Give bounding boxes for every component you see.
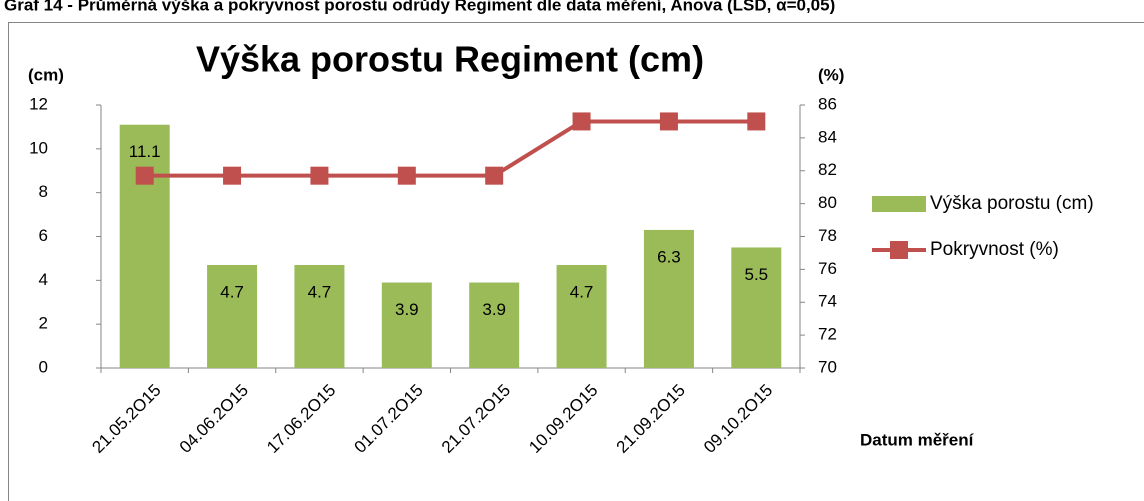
x-tick-label: 09.10.2O15 xyxy=(700,381,776,457)
y-tick-label: 6 xyxy=(39,226,48,245)
bar xyxy=(294,264,345,368)
chart-title: Výška porostu Regiment (cm) xyxy=(196,39,704,80)
y2-axis-label: (%) xyxy=(818,65,844,84)
legend-swatch xyxy=(872,196,926,212)
data-label: 3.9 xyxy=(482,300,506,319)
bar xyxy=(381,282,432,368)
data-label: 4.7 xyxy=(220,282,244,301)
marker xyxy=(659,112,678,131)
bar xyxy=(731,247,782,368)
marker xyxy=(397,166,416,185)
marker xyxy=(310,166,329,185)
y-tick-label: 8 xyxy=(39,182,48,201)
y2-tick-label: 74 xyxy=(818,292,837,311)
y-tick-label: 12 xyxy=(29,94,48,113)
marker xyxy=(747,112,766,131)
x-tick-label: 10.09.2O15 xyxy=(525,381,601,457)
y2-tick-label: 84 xyxy=(818,127,837,146)
data-label: 5.5 xyxy=(744,265,768,284)
y-tick-label: 10 xyxy=(29,138,48,157)
legend-label: Pokryvnost (%) xyxy=(930,239,1059,260)
bar xyxy=(469,282,520,368)
chart-border xyxy=(8,22,1144,501)
x-tick-label: 21.05.2O15 xyxy=(88,381,164,457)
caption: Graf 14 - Průměrná výška a pokryvnost po… xyxy=(4,0,835,14)
legend-marker xyxy=(890,241,908,259)
marker xyxy=(485,166,504,185)
data-label: 4.7 xyxy=(570,282,594,301)
y2-tick-label: 78 xyxy=(818,226,837,245)
bar xyxy=(643,229,694,368)
marker xyxy=(135,166,154,185)
data-label: 3.9 xyxy=(395,300,419,319)
x-tick-label: 17.06.2O15 xyxy=(263,381,339,457)
legend-label: Výška porostu (cm) xyxy=(930,193,1094,214)
data-label: 4.7 xyxy=(308,282,332,301)
marker xyxy=(572,112,591,131)
line xyxy=(144,119,757,178)
bar xyxy=(207,264,258,368)
x-tick-label: 21.09.2O15 xyxy=(613,381,689,457)
x-tick-label: 04.06.2O15 xyxy=(176,381,252,457)
data-label: 11.1 xyxy=(129,142,161,161)
x-tick-label: 01.07.2O15 xyxy=(351,381,427,457)
bar xyxy=(556,264,607,368)
x-tick-label: 21.07.2O15 xyxy=(438,381,514,457)
bar xyxy=(119,124,170,368)
y-tick-label: 0 xyxy=(39,357,48,376)
y2-tick-label: 82 xyxy=(818,160,837,179)
x-axis-label: Datum měření xyxy=(860,430,975,449)
marker xyxy=(223,166,242,185)
y-tick-label: 2 xyxy=(39,314,48,333)
y-tick-label: 4 xyxy=(39,270,48,289)
y2-tick-label: 70 xyxy=(818,357,837,376)
y2-tick-label: 86 xyxy=(818,94,837,113)
y2-tick-label: 76 xyxy=(818,259,837,278)
y-axis-label: (cm) xyxy=(28,65,64,84)
data-label: 6.3 xyxy=(657,247,681,266)
y2-tick-label: 80 xyxy=(818,193,837,212)
y2-tick-label: 72 xyxy=(818,325,837,344)
